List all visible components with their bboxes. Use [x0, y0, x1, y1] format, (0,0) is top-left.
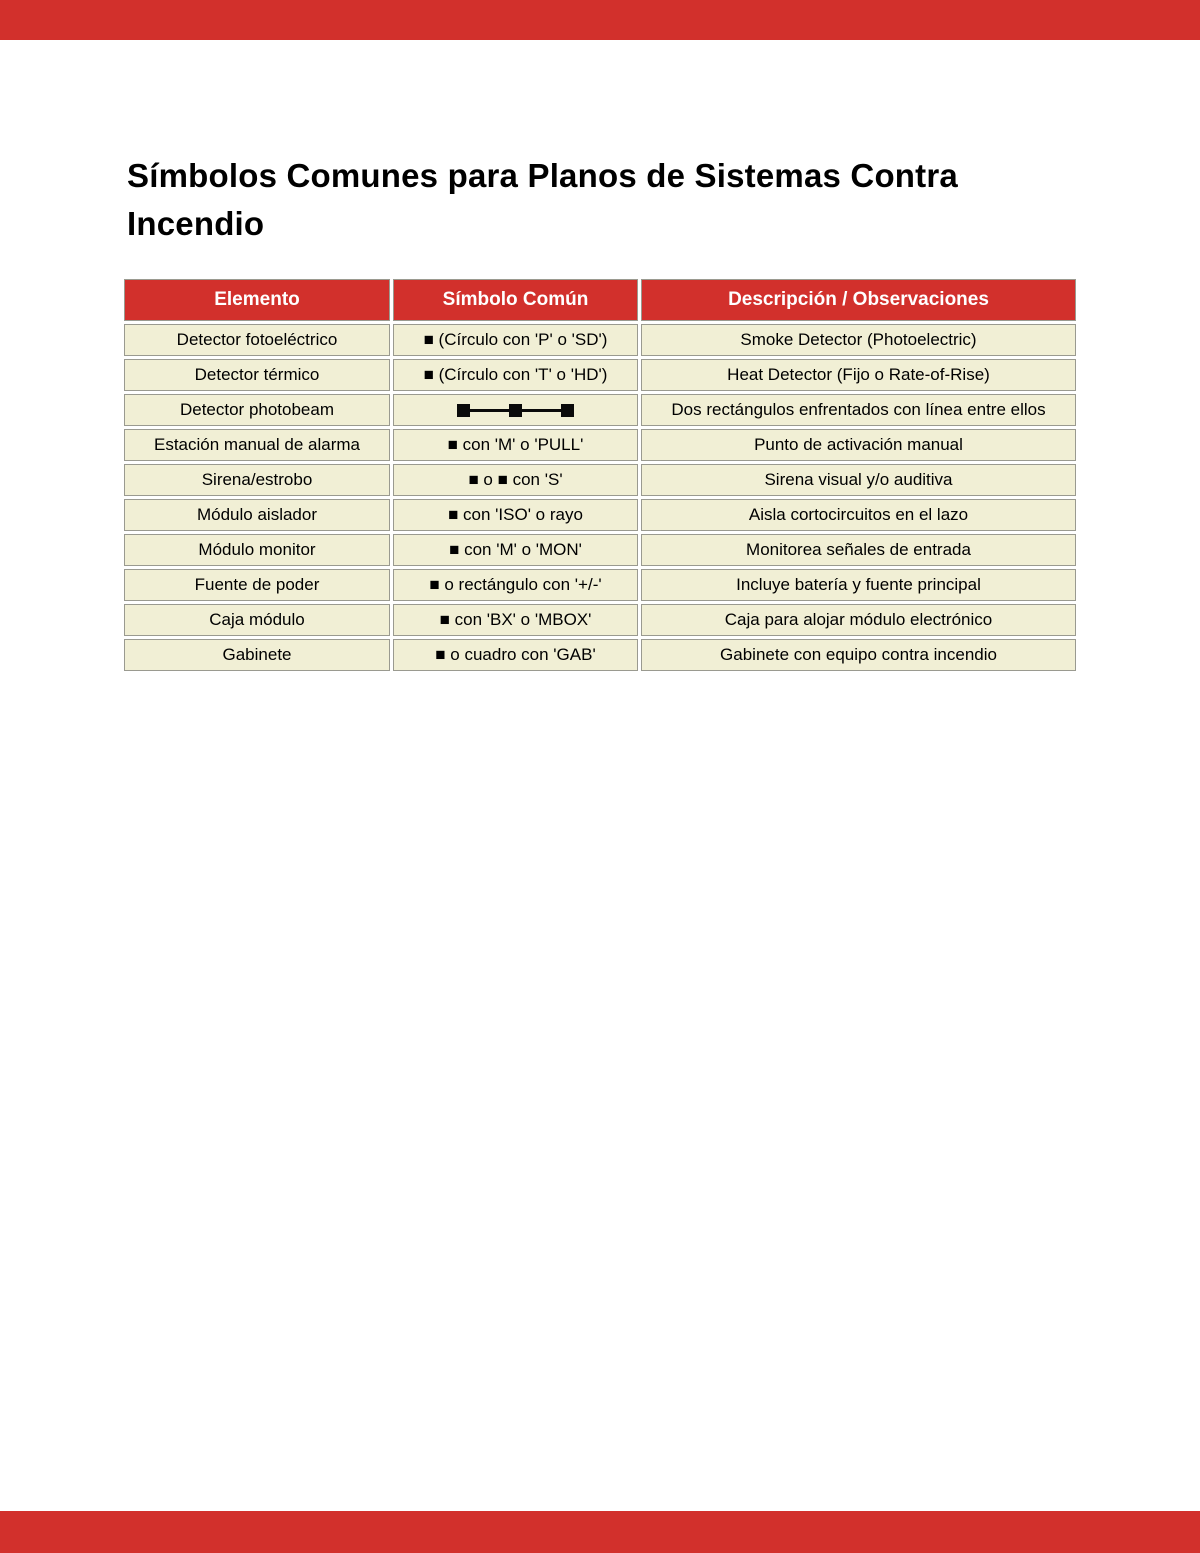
cell-descripcion: Gabinete con equipo contra incendio [641, 639, 1076, 671]
cell-elemento: Caja módulo [124, 604, 390, 636]
cell-descripcion: Caja para alojar módulo electrónico [641, 604, 1076, 636]
table-row: Fuente de poder ■ o rectángulo con '+/-' I… [124, 569, 1076, 601]
cell-simbolo: ■ con 'M' o 'PULL' [393, 429, 638, 461]
cell-descripcion: Heat Detector (Fijo o Rate-of-Rise) [641, 359, 1076, 391]
header-cell-elemento: Elemento [124, 279, 390, 321]
document-page: Símbolos Comunes para Planos de Sistemas… [121, 150, 1079, 671]
top-red-bar [0, 0, 1200, 40]
cell-descripcion: Aisla cortocircuitos en el lazo [641, 499, 1076, 531]
beam-square [509, 403, 522, 417]
cell-elemento: Detector photobeam [124, 394, 390, 426]
table-row: Caja módulo ■ con 'BX' o 'MBOX' Caja para … [124, 604, 1076, 636]
table-row: Gabinete ■ o cuadro con 'GAB' Gabinete con… [124, 639, 1076, 671]
cell-simbolo: ■ con 'M' o 'MON' [393, 534, 638, 566]
table-row: Módulo aislador ■ con 'ISO' o rayo Aisla c… [124, 499, 1076, 531]
table-body: Detector fotoeléctrico ■ (Círculo con 'P'… [124, 324, 1076, 671]
table-row: Módulo monitor ■ con 'M' o 'MON' Monitorea… [124, 534, 1076, 566]
cell-descripcion: Incluye batería y fuente principal [641, 569, 1076, 601]
cell-descripcion: Dos rectángulos enfrentados con línea en… [641, 394, 1076, 426]
bottom-red-bar [0, 1511, 1200, 1553]
cell-simbolo: ■ o ■ con 'S' [393, 464, 638, 496]
cell-simbolo: ■ con 'ISO' o rayo [393, 499, 638, 531]
cell-simbolo: ■ (Círculo con 'P' o 'SD') [393, 324, 638, 356]
table-row: Sirena/estrobo ■ o ■ con 'S' Sirena visual… [124, 464, 1076, 496]
cell-elemento: Detector fotoeléctrico [124, 324, 390, 356]
table-row: Estación manual de alarma ■ con 'M' o 'PU… [124, 429, 1076, 461]
cell-elemento: Módulo aislador [124, 499, 390, 531]
header-cell-descripcion: Descripción / Observaciones [641, 279, 1076, 321]
cell-simbolo: ■ o cuadro con 'GAB' [393, 639, 638, 671]
cell-descripcion: Monitorea señales de entrada [641, 534, 1076, 566]
photobeam-symbol [398, 403, 633, 417]
table-row: Detector photobeam Dos rectángulos enfren… [124, 394, 1076, 426]
cell-elemento: Sirena/estrobo [124, 464, 390, 496]
cell-descripcion: Punto de activación manual [641, 429, 1076, 461]
cell-elemento: Estación manual de alarma [124, 429, 390, 461]
cell-simbolo: ■ (Círculo con 'T' o 'HD') [393, 359, 638, 391]
cell-descripcion: Sirena visual y/o auditiva [641, 464, 1076, 496]
cell-elemento: Módulo monitor [124, 534, 390, 566]
beam-square [457, 403, 470, 417]
cell-descripcion: Smoke Detector (Photoelectric) [641, 324, 1076, 356]
page-title: Símbolos Comunes para Planos de Sistemas… [127, 157, 958, 242]
cell-elemento: Gabinete [124, 639, 390, 671]
table-header-row: Elemento Símbolo Común Descripción / Obs… [124, 279, 1076, 321]
header-cell-simbolo: Símbolo Común [393, 279, 638, 321]
cell-simbolo [393, 394, 638, 426]
cell-simbolo: ■ o rectángulo con '+/-' [393, 569, 638, 601]
table-row: Detector térmico ■ (Círculo con 'T' o 'HD… [124, 359, 1076, 391]
symbols-table: Elemento Símbolo Común Descripción / Obs… [121, 276, 1079, 674]
beam-line [522, 408, 561, 412]
table-row: Detector fotoeléctrico ■ (Círculo con 'P'… [124, 324, 1076, 356]
beam-square [561, 403, 574, 417]
cell-simbolo: ■ con 'BX' o 'MBOX' [393, 604, 638, 636]
beam-line [470, 408, 509, 412]
cell-elemento: Detector térmico [124, 359, 390, 391]
cell-elemento: Fuente de poder [124, 569, 390, 601]
